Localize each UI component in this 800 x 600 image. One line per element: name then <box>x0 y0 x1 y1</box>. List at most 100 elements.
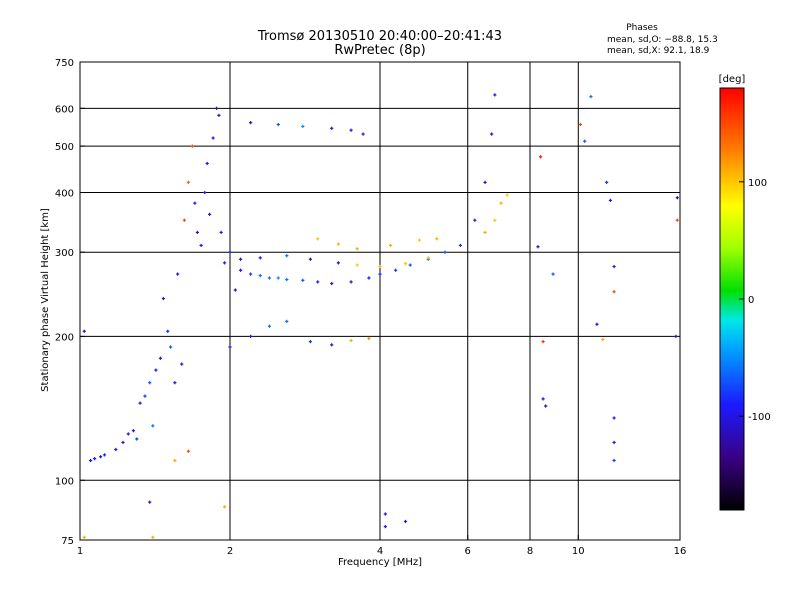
data-point <box>249 121 253 125</box>
data-point <box>222 505 227 509</box>
data-point <box>180 362 184 366</box>
data-point <box>82 535 86 539</box>
data-point <box>417 238 422 242</box>
data-point <box>612 290 616 294</box>
y-axis-label: Stationary phase Virtual Height [km] <box>40 208 51 392</box>
data-point <box>408 263 412 267</box>
grid-lines <box>80 62 680 540</box>
data-point <box>267 324 272 328</box>
data-point <box>143 394 147 398</box>
data-point <box>493 93 497 97</box>
data-point <box>383 525 387 529</box>
data-point <box>595 322 599 326</box>
data-point <box>121 440 125 445</box>
axis-ticks: 1 2 4 6 8 10 16 75 100 200 300 400 500 600 750 <box>55 58 686 557</box>
data-point <box>336 242 340 246</box>
stats-heading: Phases <box>626 23 658 33</box>
data-point <box>219 230 223 235</box>
data-point <box>114 447 118 452</box>
data-point <box>308 257 313 261</box>
y-tick-label: 400 <box>55 188 74 199</box>
data-points <box>82 93 679 539</box>
data-point <box>330 126 334 130</box>
data-point <box>88 458 93 463</box>
x-tick-label: 2 <box>227 546 233 557</box>
data-point <box>330 343 334 347</box>
x-tick-label: 1 <box>77 546 83 557</box>
data-point <box>493 218 497 222</box>
data-point <box>154 368 158 372</box>
y-tick-label: 200 <box>55 332 74 343</box>
data-point <box>551 272 555 276</box>
data-point <box>138 401 142 405</box>
data-point <box>612 440 616 445</box>
data-point <box>483 230 487 235</box>
data-point <box>193 201 197 205</box>
data-point <box>589 94 593 99</box>
data-point <box>169 345 173 349</box>
data-point <box>308 340 313 344</box>
data-point <box>355 247 359 251</box>
data-point <box>249 334 253 338</box>
data-point <box>93 457 97 461</box>
data-point <box>215 106 219 110</box>
data-point <box>349 338 353 343</box>
data-point <box>583 139 587 143</box>
data-point <box>228 250 232 254</box>
data-point <box>675 218 679 222</box>
data-point <box>330 281 334 286</box>
data-point <box>443 250 447 254</box>
data-point <box>541 340 545 344</box>
y-tick-label: 100 <box>55 476 74 487</box>
x-tick-label: 10 <box>572 546 585 557</box>
data-point <box>458 243 463 248</box>
data-point <box>367 336 371 341</box>
x-tick-label: 16 <box>674 546 687 557</box>
data-point <box>499 201 503 205</box>
data-point <box>203 190 207 195</box>
data-point <box>301 124 305 128</box>
data-point <box>336 261 340 265</box>
data-point <box>135 437 139 441</box>
data-point <box>490 132 494 136</box>
data-point <box>316 237 320 241</box>
data-point <box>151 535 155 539</box>
data-point <box>276 276 280 280</box>
data-point <box>403 261 408 266</box>
x-tick-label: 8 <box>527 546 533 557</box>
data-point <box>394 268 398 272</box>
colorbar-tick-label: 0 <box>748 295 754 306</box>
y-tick-label: 600 <box>55 104 74 115</box>
data-point <box>190 144 194 148</box>
data-point <box>228 345 232 349</box>
colorbar-tick-label: 100 <box>748 178 767 189</box>
data-point <box>612 264 616 269</box>
data-point <box>541 397 545 401</box>
data-point <box>367 276 371 280</box>
data-point <box>285 319 289 323</box>
data-point <box>378 264 382 269</box>
data-point <box>349 280 353 284</box>
data-point <box>211 136 215 140</box>
colorbar: [deg] 100 0 -100 <box>719 74 771 511</box>
data-point <box>186 449 190 453</box>
data-point <box>207 212 212 216</box>
data-point <box>435 237 439 241</box>
data-point <box>99 455 103 459</box>
data-point <box>483 180 487 184</box>
data-point <box>217 113 221 117</box>
data-point <box>285 254 289 258</box>
data-point <box>276 122 280 127</box>
data-point <box>166 329 170 333</box>
data-point <box>151 424 155 428</box>
chart-title: Tromsø 20130510 20:40:00–20:41:43 <box>257 29 502 44</box>
data-point <box>536 245 540 249</box>
data-point <box>505 193 509 197</box>
data-point <box>158 356 163 360</box>
data-point <box>538 155 543 159</box>
data-point <box>361 132 365 136</box>
data-point <box>258 274 262 278</box>
data-point <box>102 453 107 457</box>
y-tick-label: 75 <box>61 536 74 547</box>
